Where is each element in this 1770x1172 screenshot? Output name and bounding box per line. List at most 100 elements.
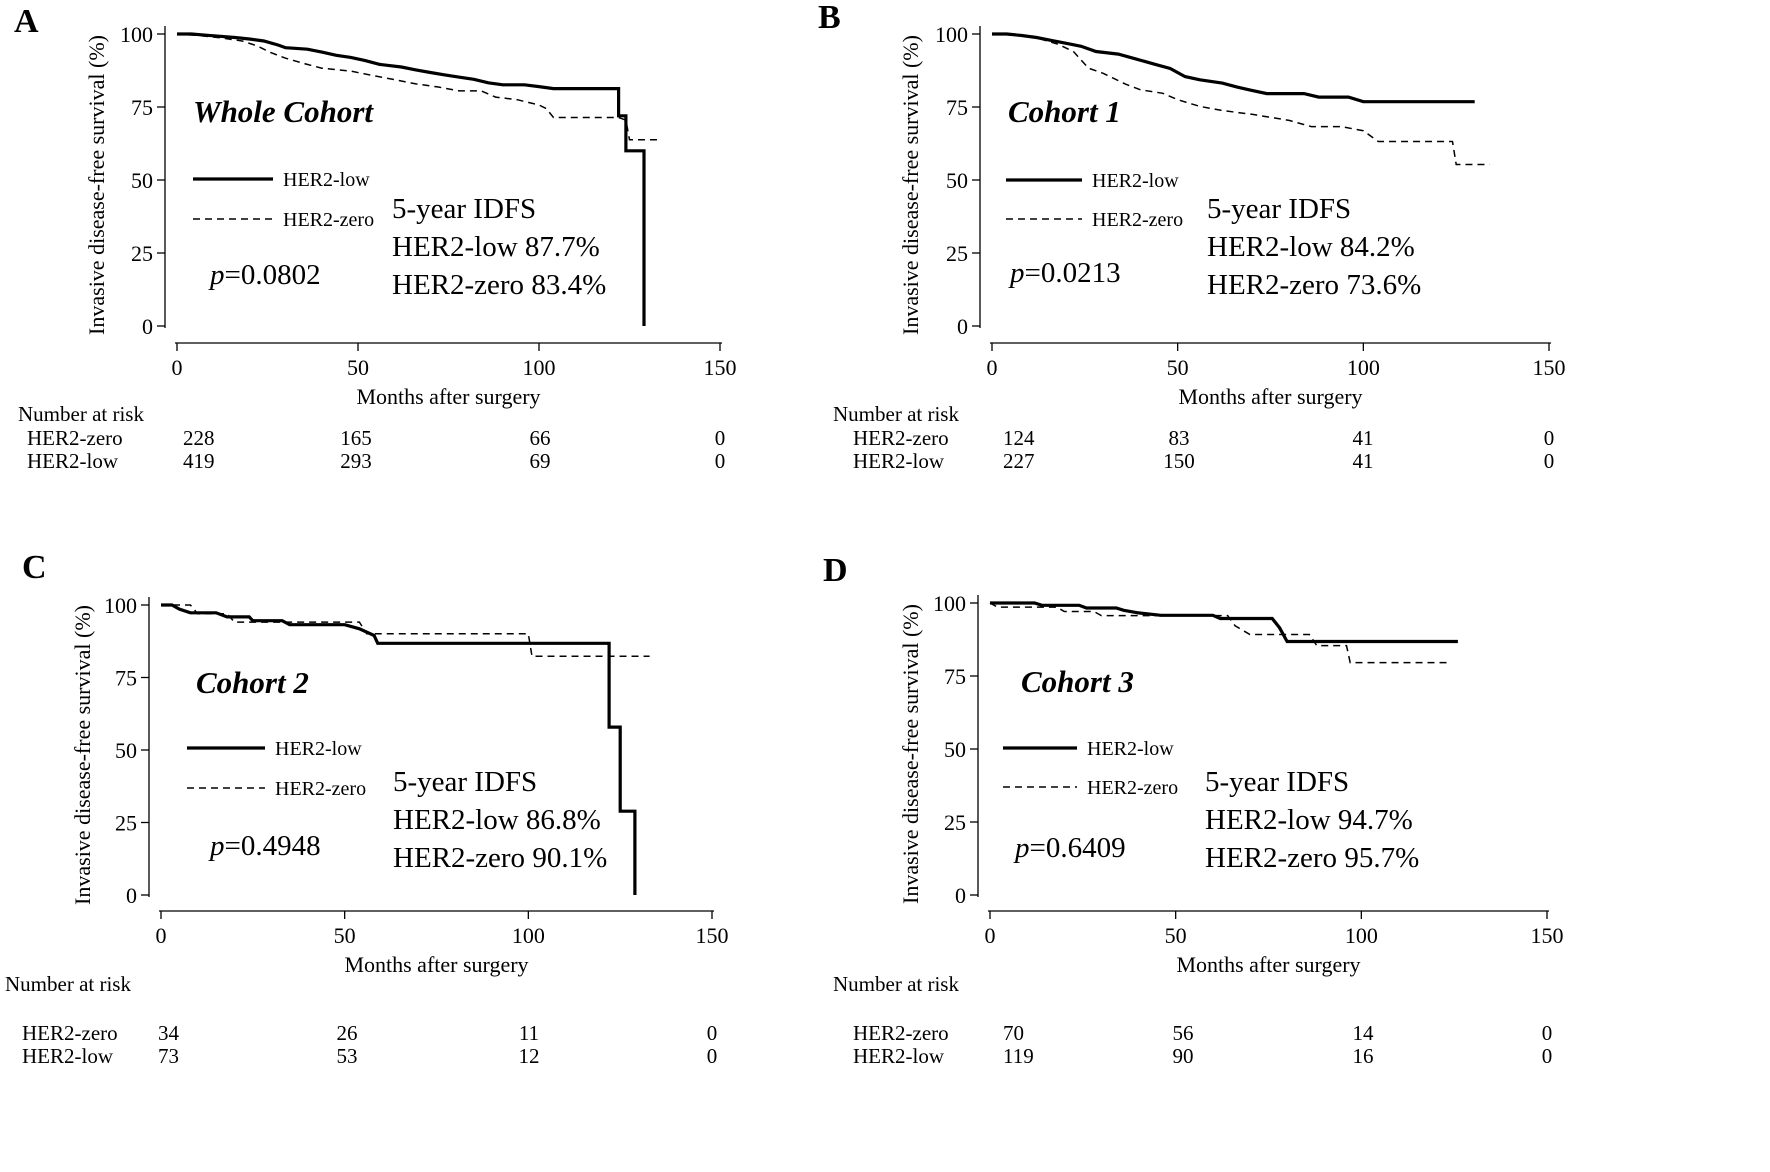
her2-low-curve — [992, 32, 1475, 104]
y-tick-label: 25 — [946, 241, 968, 266]
legend-label: HER2-zero — [1092, 209, 1183, 231]
risk-cell: 227 — [1003, 449, 1035, 473]
her2-low-curve — [990, 601, 1458, 644]
idfs-title: 5-year IDFS — [1207, 193, 1351, 225]
idfs-value: 83.4% — [531, 269, 606, 301]
legend-label: HER2-low — [283, 169, 370, 191]
p-value: p=0.6409 — [1013, 832, 1126, 864]
cohort-title: Cohort 1 — [1008, 94, 1121, 129]
risk-table-title: Number at risk — [833, 402, 959, 426]
risk-cell: 66 — [530, 426, 551, 450]
x-axis-title: Months after surgery — [356, 384, 540, 409]
idfs-label: HER2-low — [1207, 231, 1340, 263]
idfs-row: HER2-zero 95.7% — [1205, 842, 1419, 874]
idfs-row: HER2-low 94.7% — [1205, 804, 1413, 836]
x-tick-label: 50 — [334, 923, 356, 948]
risk-row-label: HER2-low — [853, 449, 945, 473]
risk-row-label: HER2-low — [853, 1044, 945, 1068]
idfs-row: HER2-low 86.8% — [393, 804, 601, 836]
y-tick-label: 50 — [944, 737, 966, 762]
x-tick-label: 150 — [1533, 355, 1566, 380]
idfs-label: HER2-zero — [1205, 842, 1344, 874]
risk-row-label: HER2-zero — [22, 1021, 118, 1045]
p-symbol: p — [208, 259, 225, 291]
panel-d: D 0 25 50 75 100 0 50 100 150 Months after surgery… — [823, 552, 1564, 1068]
idfs-value: 84.2% — [1340, 231, 1415, 263]
y-tick-label: 25 — [131, 241, 153, 266]
p-value: p=0.0802 — [208, 259, 321, 291]
cohort-title: Whole Cohort — [193, 94, 374, 129]
risk-cell: 419 — [183, 449, 215, 473]
p-value: p=0.4948 — [208, 830, 321, 862]
y-tick-label: 25 — [115, 811, 137, 836]
x-axis-title: Months after surgery — [1178, 384, 1362, 409]
idfs-row: HER2-zero 90.1% — [393, 842, 607, 874]
risk-cell: 53 — [337, 1044, 358, 1068]
p-value: p=0.0213 — [1008, 257, 1121, 289]
risk-cell: 0 — [1542, 1021, 1553, 1045]
panel-letter: B — [818, 0, 841, 36]
idfs-value: 86.8% — [526, 804, 601, 836]
idfs-label: HER2-zero — [1207, 269, 1346, 301]
y-tick-label: 100 — [104, 593, 137, 618]
risk-cell: 34 — [158, 1021, 180, 1045]
idfs-row: HER2-zero 83.4% — [392, 269, 606, 301]
risk-row-label: HER2-low — [27, 449, 119, 473]
legend-label: HER2-zero — [275, 778, 366, 800]
y-tick-label: 25 — [944, 810, 966, 835]
idfs-value: 90.1% — [532, 842, 607, 874]
x-tick-label: 0 — [985, 923, 996, 948]
risk-cell: 83 — [1169, 426, 1190, 450]
y-axis-title: Invasive disease-free survival (%) — [898, 35, 923, 335]
cohort-title: Cohort 2 — [196, 665, 309, 700]
risk-cell: 0 — [707, 1021, 718, 1045]
y-tick-label: 75 — [131, 95, 153, 120]
risk-table-title: Number at risk — [18, 402, 144, 426]
risk-cell: 73 — [158, 1044, 179, 1068]
y-tick-label: 0 — [126, 883, 137, 908]
p-symbol: p — [1013, 832, 1030, 864]
idfs-value: 87.7% — [525, 231, 600, 263]
x-tick-label: 50 — [1167, 355, 1189, 380]
risk-cell: 293 — [340, 449, 372, 473]
idfs-row: HER2-low 84.2% — [1207, 231, 1415, 263]
risk-row-label: HER2-zero — [27, 426, 123, 450]
x-tick-label: 100 — [523, 355, 556, 380]
x-tick-label: 100 — [512, 923, 545, 948]
legend-label: HER2-zero — [283, 209, 374, 231]
idfs-title: 5-year IDFS — [393, 766, 537, 798]
risk-cell: 165 — [340, 426, 372, 450]
risk-row-label: HER2-zero — [853, 426, 949, 450]
p-number: =0.0213 — [1025, 257, 1121, 289]
panel-letter: C — [22, 549, 47, 586]
x-tick-label: 100 — [1345, 923, 1378, 948]
her2-low-curve — [161, 603, 637, 895]
idfs-value: 94.7% — [1338, 804, 1413, 836]
y-tick-label: 100 — [120, 22, 153, 47]
risk-cell: 14 — [1353, 1021, 1375, 1045]
x-axis-title: Months after surgery — [344, 952, 528, 977]
y-axis-title: Invasive disease-free survival (%) — [70, 605, 95, 905]
risk-cell: 90 — [1173, 1044, 1194, 1068]
idfs-label: HER2-low — [393, 804, 526, 836]
her2-zero-curve — [989, 602, 1451, 664]
her2-zero-curve — [176, 33, 659, 141]
risk-cell: 56 — [1173, 1021, 1194, 1045]
idfs-row: HER2-low 87.7% — [392, 231, 600, 263]
y-tick-label: 75 — [946, 95, 968, 120]
risk-cell: 150 — [1163, 449, 1195, 473]
y-tick-label: 0 — [957, 314, 968, 339]
risk-cell: 26 — [337, 1021, 358, 1045]
legend-label: HER2-low — [1092, 170, 1179, 192]
risk-row-label: HER2-zero — [853, 1021, 949, 1045]
x-tick-label: 0 — [987, 355, 998, 380]
p-symbol: p — [208, 830, 225, 862]
risk-cell: 16 — [1353, 1044, 1374, 1068]
risk-cell: 0 — [1544, 449, 1555, 473]
y-tick-label: 75 — [115, 666, 137, 691]
idfs-title: 5-year IDFS — [392, 193, 536, 225]
risk-row-label: HER2-low — [22, 1044, 114, 1068]
panel-letter: D — [823, 552, 848, 589]
risk-cell: 0 — [1544, 426, 1555, 450]
